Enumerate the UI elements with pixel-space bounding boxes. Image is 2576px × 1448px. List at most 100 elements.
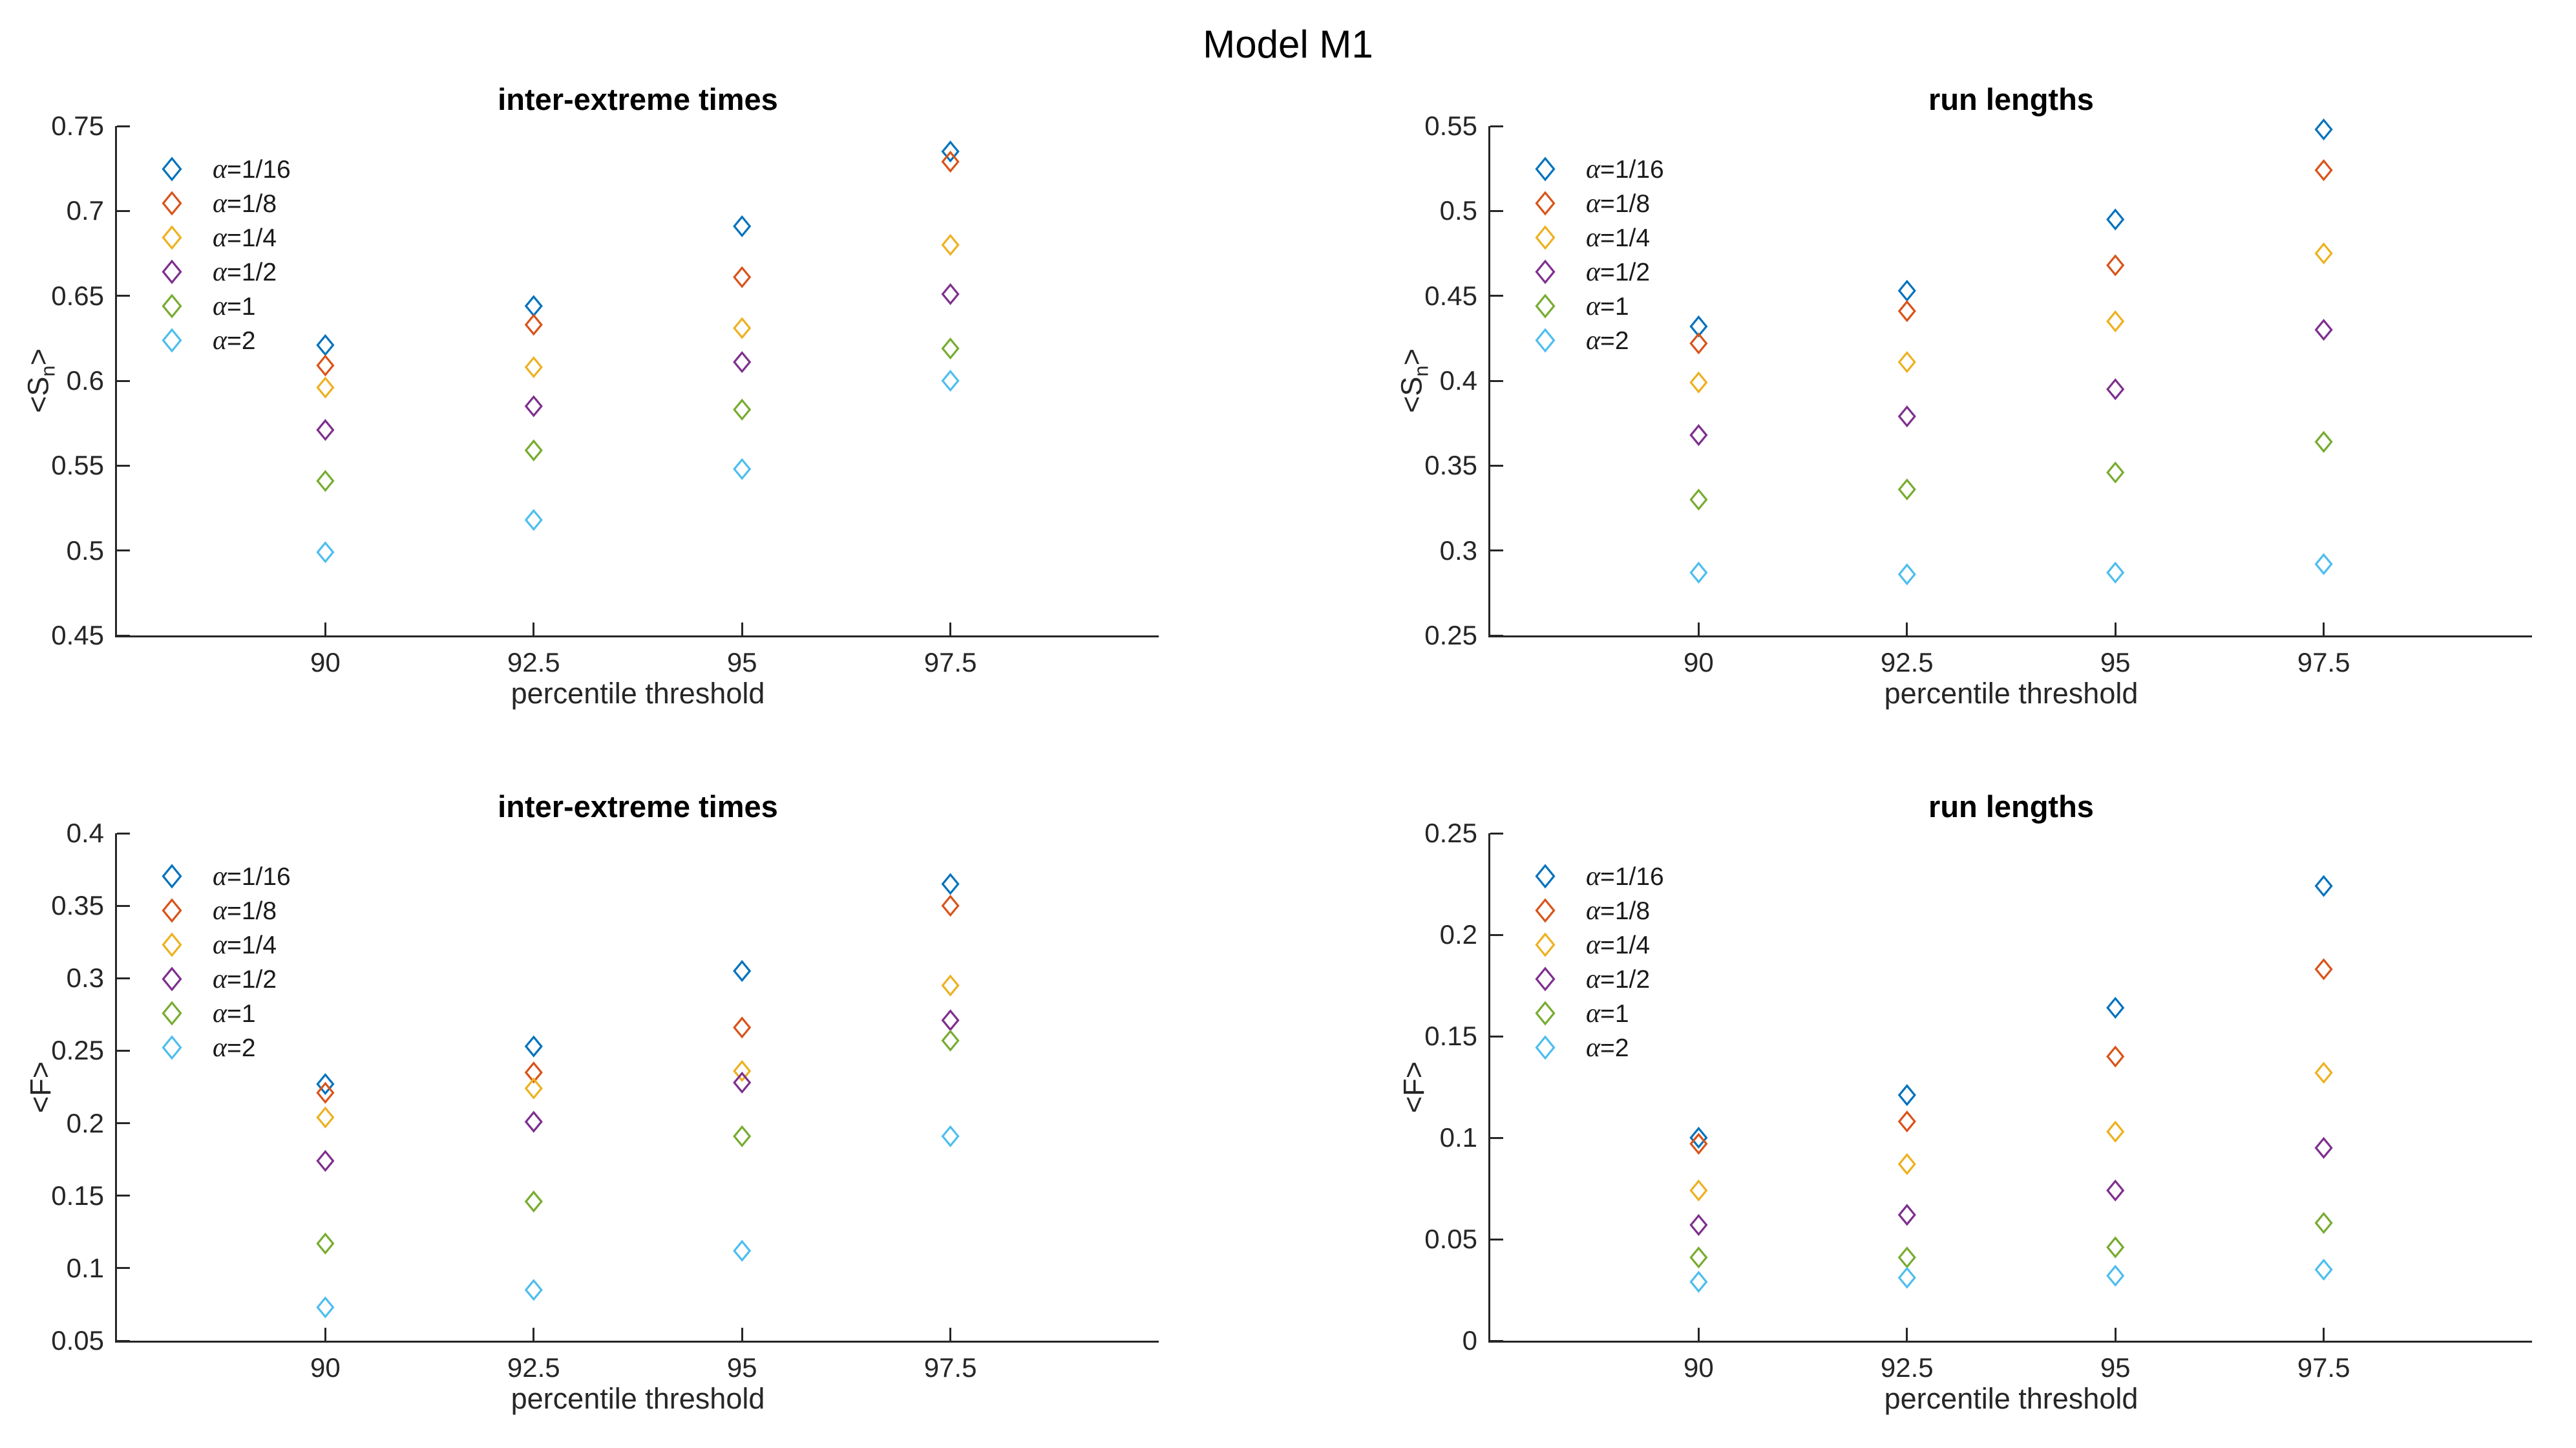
y-tick-mark — [117, 125, 130, 127]
legend-label: α=1 — [1586, 998, 1629, 1028]
x-tick-label: 90 — [1684, 647, 1714, 677]
legend-item: α=1/4 — [162, 220, 291, 255]
y-tick-mark — [117, 549, 130, 552]
plot-title: run lengths — [1928, 82, 2094, 116]
y-axis-label-main: <F — [1397, 1078, 1430, 1113]
scatter-marker-layer — [316, 140, 960, 564]
y-axis-label-main: <F — [24, 1078, 57, 1113]
data-point-diamond — [941, 369, 960, 392]
y-tick-label: 0.35 — [51, 890, 104, 921]
y-tick-mark — [1490, 832, 1503, 835]
legend-diamond-icon — [162, 1035, 182, 1060]
x-tick-mark — [533, 1328, 535, 1341]
legend-label: α=2 — [213, 1032, 256, 1063]
data-point-diamond — [2106, 208, 2125, 231]
legend-item: α=1/8 — [162, 893, 291, 928]
y-tick-mark — [117, 379, 130, 382]
legend-diamond-icon — [1535, 1001, 1556, 1026]
y-tick-label: 0.5 — [1439, 195, 1477, 226]
legend-item: α=1 — [1535, 289, 1664, 323]
scatter-marker-layer — [316, 873, 960, 1319]
x-tick-mark — [949, 623, 952, 635]
data-point-diamond — [1897, 1266, 1916, 1289]
data-point-diamond — [1897, 1153, 1916, 1175]
subplot-inter-extreme-times-f: inter-extreme times percentile threshold <… — [24, 789, 1159, 1415]
data-point-diamond — [2314, 118, 2333, 141]
legend-label: α=1 — [1586, 291, 1629, 321]
legend-label: α=2 — [1586, 325, 1629, 356]
scatter-marker-layer — [1689, 118, 2333, 586]
y-tick-mark — [1490, 1339, 1503, 1342]
data-point-diamond — [941, 233, 960, 256]
x-tick-label: 92.5 — [1880, 1352, 1934, 1383]
subplot-run-lengths-sn: run lengths percentile threshold <Sn> 0.25 0… — [1395, 82, 2532, 710]
y-tick-mark — [117, 1195, 130, 1197]
data-point-diamond — [1689, 1246, 1708, 1269]
y-tick-mark — [1490, 379, 1503, 382]
legend-diamond-icon — [1535, 328, 1556, 353]
data-point-diamond — [2106, 561, 2125, 584]
x-tick-mark — [741, 1328, 743, 1341]
data-point-diamond — [316, 1081, 335, 1104]
x-tick-mark — [324, 1328, 326, 1341]
legend-diamond-icon — [1535, 156, 1556, 182]
figure-title: Model M1 — [1203, 23, 1373, 66]
data-point-diamond — [316, 1232, 335, 1255]
data-point-diamond — [941, 1125, 960, 1147]
data-point-diamond — [733, 1059, 752, 1082]
legend-item: α=1/8 — [1535, 186, 1664, 220]
legend-diamond-icon — [162, 1001, 182, 1026]
x-tick-mark — [949, 1328, 952, 1341]
legend-diamond-icon — [162, 156, 182, 182]
data-point-diamond — [2106, 1120, 2125, 1143]
subplot-run-lengths-f: run lengths percentile threshold <F> 0 0.05 0… — [1397, 789, 2532, 1415]
legend-diamond-icon — [162, 898, 182, 923]
legend-item: α=1/8 — [162, 186, 291, 220]
data-point-diamond — [2314, 319, 2333, 341]
legend-item: α=1/2 — [162, 962, 291, 996]
x-tick-label: 92.5 — [507, 647, 560, 677]
data-point-diamond — [1897, 563, 1916, 586]
data-point-diamond — [1689, 371, 1708, 394]
y-tick-mark — [1490, 125, 1503, 127]
y-axis-label-end: > — [1395, 348, 1428, 366]
data-point-diamond — [2314, 1061, 2333, 1084]
data-point-diamond — [1689, 1270, 1708, 1293]
y-tick-label: 0.2 — [66, 1107, 104, 1138]
plot-title: inter-extreme times — [498, 82, 778, 116]
y-axis-label: <Sn> — [1395, 348, 1433, 413]
legend-label: α=1/2 — [213, 257, 277, 287]
data-point-diamond — [2314, 1211, 2333, 1234]
data-point-diamond — [524, 1279, 543, 1301]
data-point-diamond — [733, 215, 752, 237]
data-point-diamond — [1897, 351, 1916, 374]
y-axis-label-main: <S — [21, 376, 55, 413]
data-point-diamond — [2106, 254, 2125, 277]
y-tick-mark — [117, 1122, 130, 1125]
legend-label: α=1/4 — [213, 222, 277, 253]
y-tick-label: 0.25 — [51, 1035, 104, 1066]
y-tick-label: 0.7 — [66, 195, 104, 226]
data-point-diamond — [524, 1035, 543, 1058]
data-point-diamond — [524, 356, 543, 378]
data-point-diamond — [733, 317, 752, 339]
data-point-diamond — [1689, 561, 1708, 584]
y-tick-label: 0.35 — [1424, 450, 1477, 481]
data-point-diamond — [524, 295, 543, 317]
data-point-diamond — [1897, 1110, 1916, 1133]
data-point-diamond — [2314, 553, 2333, 575]
legend-label: α=1/2 — [213, 964, 277, 994]
legend-item: α=2 — [162, 1030, 291, 1065]
legend-label: α=1 — [213, 291, 256, 321]
data-point-diamond — [316, 334, 335, 356]
data-point-diamond — [2314, 875, 2333, 897]
data-point-diamond — [2106, 1236, 2125, 1259]
y-axis-label: <F> — [24, 1061, 58, 1113]
x-tick-mark — [2323, 1328, 2325, 1341]
data-point-diamond — [2314, 159, 2333, 182]
legend-item: α=1/16 — [1535, 152, 1664, 186]
data-point-diamond — [316, 541, 335, 564]
x-tick-mark — [533, 623, 535, 635]
data-point-diamond — [1897, 478, 1916, 501]
data-point-diamond — [2106, 1045, 2125, 1068]
